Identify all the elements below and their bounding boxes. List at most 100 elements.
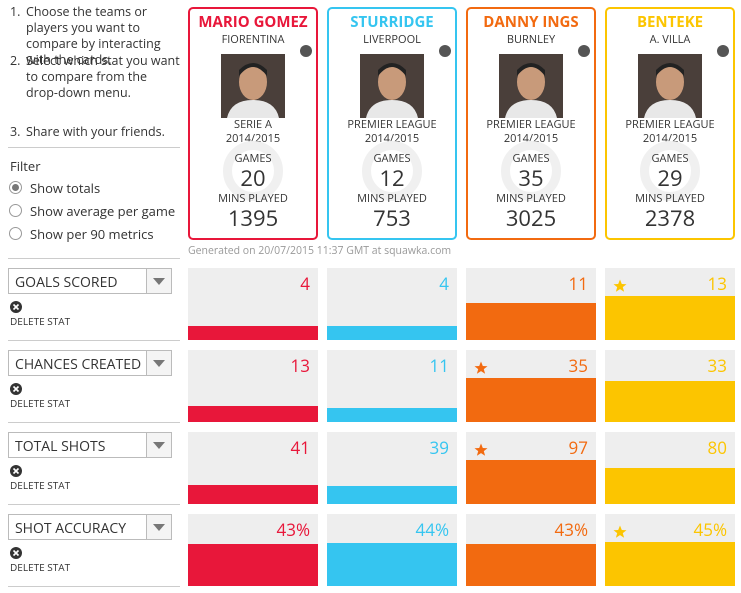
- player-card[interactable]: BENTEKE A. VILLA PREMIER LEAGUE 2014/2015 GA…: [605, 7, 735, 240]
- separator: [8, 586, 180, 587]
- radio-button[interactable]: [9, 227, 22, 240]
- dropdown-arrow: [146, 515, 171, 539]
- delete-icon: [10, 547, 22, 559]
- stat-box: 41: [188, 432, 318, 504]
- delete-stat[interactable]: DELETE STAT: [10, 464, 70, 492]
- stat-box: 4: [188, 268, 318, 340]
- delete-stat[interactable]: DELETE STAT: [10, 382, 70, 410]
- arrow-icon: [153, 442, 165, 449]
- delete-stat[interactable]: DELETE STAT: [10, 300, 70, 328]
- mins-label: MINS PLAYED: [357, 191, 427, 206]
- radio-button[interactable]: [9, 204, 22, 217]
- best-star: [613, 276, 627, 298]
- separator: [8, 340, 180, 341]
- mins-value: 2378: [644, 203, 696, 233]
- separator: [8, 147, 180, 148]
- league: PREMIER LEAGUE: [486, 117, 576, 132]
- games-value: 20: [240, 163, 266, 193]
- player-photo: [499, 54, 563, 118]
- stat-name: SHOT ACCURACY: [15, 519, 127, 538]
- stat-bar: [327, 486, 457, 504]
- separator: [8, 422, 180, 423]
- arrow-icon: [153, 278, 165, 285]
- separator: [8, 258, 180, 259]
- player-photo: [221, 54, 285, 118]
- player-name: DANNY INGS: [483, 12, 579, 32]
- stat-bar: [327, 542, 457, 586]
- star-icon: [613, 279, 627, 292]
- club: LIVERPOOL: [363, 32, 421, 47]
- player-name: STURRIDGE: [350, 12, 434, 32]
- star-icon: [474, 361, 488, 374]
- stat-dropdown[interactable]: TOTAL SHOTS: [8, 432, 172, 458]
- instruction-text: Share with your friends.: [26, 123, 165, 140]
- stat-box: 13: [188, 350, 318, 422]
- club-badge: [439, 45, 451, 57]
- stat-value: 13: [290, 354, 310, 377]
- games-ring: [501, 141, 561, 201]
- club-badge: [300, 45, 312, 57]
- stat-box: 11: [327, 350, 457, 422]
- delete-icon: [10, 465, 22, 477]
- stat-value: 13: [707, 272, 727, 295]
- mins-value: 3025: [505, 203, 557, 233]
- delete-label: DELETE STAT: [10, 560, 71, 574]
- stat-bar: [605, 542, 735, 586]
- stat-value: 11: [568, 272, 588, 295]
- stat-bar: [327, 408, 457, 422]
- stat-box: 45%: [605, 514, 735, 586]
- league: PREMIER LEAGUE: [347, 117, 437, 132]
- stat-bar: [188, 485, 318, 504]
- photo-silhouette: [499, 54, 563, 118]
- league: SERIE A: [234, 117, 272, 132]
- dropdown-arrow: [146, 351, 171, 375]
- stat-bar: [466, 543, 596, 586]
- player-card[interactable]: MARIO GOMEZ FIORENTINA SERIE A 2014/2015 GAM…: [188, 7, 318, 240]
- stat-value: 33: [707, 354, 727, 377]
- stat-value: 45%: [693, 518, 728, 541]
- stat-bar: [466, 460, 596, 504]
- dropdown-arrow: [146, 433, 171, 457]
- stat-box: 97: [466, 432, 596, 504]
- stat-value: 41: [290, 436, 310, 459]
- player-name: MARIO GOMEZ: [198, 12, 308, 32]
- arrow-icon: [153, 360, 165, 367]
- stat-dropdown[interactable]: SHOT ACCURACY: [8, 514, 172, 540]
- stat-box: 33: [605, 350, 735, 422]
- season: 2014/2015: [364, 131, 420, 146]
- stat-bar: [188, 326, 318, 340]
- stat-value: 39: [429, 436, 449, 459]
- filter-option[interactable]: Show per 90 metrics: [30, 225, 154, 243]
- filter-option[interactable]: Show average per game: [30, 202, 176, 220]
- stat-dropdown[interactable]: CHANCES CREATED: [8, 350, 172, 376]
- instruction-number: 3.: [10, 123, 21, 140]
- stat-box: 43%: [466, 514, 596, 586]
- games-label: GAMES: [651, 151, 689, 166]
- delete-icon: [10, 383, 22, 395]
- stat-value: 4: [300, 272, 310, 295]
- season: 2014/2015: [503, 131, 559, 146]
- league: PREMIER LEAGUE: [625, 117, 715, 132]
- radio-dot: [12, 184, 19, 191]
- star-icon: [613, 525, 627, 538]
- club-badge: [717, 45, 729, 57]
- player-card[interactable]: DANNY INGS BURNLEY PREMIER LEAGUE 2014/2015…: [466, 7, 596, 240]
- photo-silhouette: [221, 54, 285, 118]
- radio-button[interactable]: [9, 181, 22, 194]
- best-star: [474, 440, 488, 462]
- stat-value: 44%: [415, 518, 450, 541]
- filter-option[interactable]: Show totals: [30, 179, 101, 197]
- games-ring: [640, 141, 700, 201]
- delete-label: DELETE STAT: [10, 314, 71, 328]
- stat-dropdown[interactable]: GOALS SCORED: [8, 268, 172, 294]
- stat-box: 80: [605, 432, 735, 504]
- player-name: BENTEKE: [636, 12, 704, 32]
- stat-box: 44%: [327, 514, 457, 586]
- arrow-icon: [153, 524, 165, 531]
- stat-bar: [466, 378, 596, 422]
- games-label: GAMES: [234, 151, 272, 166]
- player-card[interactable]: STURRIDGE LIVERPOOL PREMIER LEAGUE 2014/201…: [327, 7, 457, 240]
- delete-stat[interactable]: DELETE STAT: [10, 546, 70, 574]
- mins-value: 1395: [227, 203, 279, 233]
